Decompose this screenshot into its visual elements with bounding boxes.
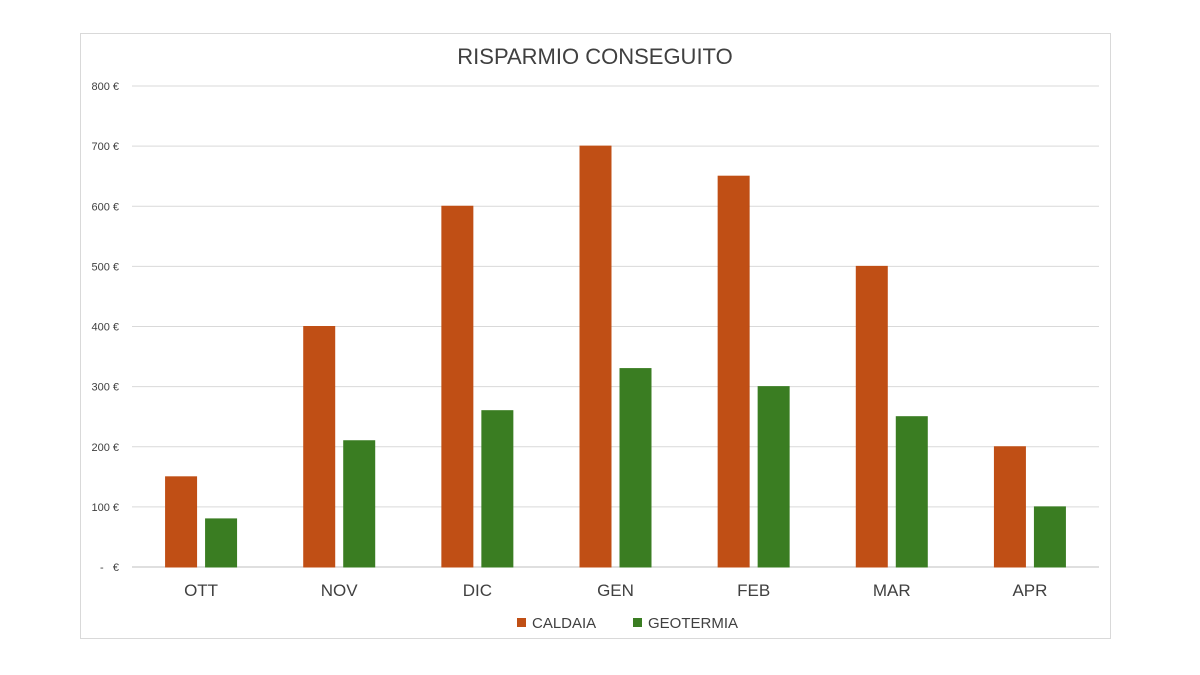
- y-tick-label: 200 €: [91, 442, 119, 454]
- bar-chart: RISPARMIO CONSEGUITO - € 100 € 200 € 300 € 4…: [91, 44, 1099, 632]
- x-tick-label: NOV: [321, 581, 359, 600]
- x-tick-label: DIC: [463, 581, 492, 600]
- bar-caldaia-dic: [441, 205, 474, 568]
- x-axis-ticks: OTT NOV DIC GEN FEB MAR APR: [184, 581, 1047, 600]
- y-tick-label: 800 €: [91, 81, 119, 93]
- bar-caldaia-mar: [855, 265, 888, 568]
- y-tick-label: 600 €: [91, 201, 119, 213]
- gridlines: [132, 85, 1099, 568]
- y-tick-label: 300 €: [91, 382, 119, 394]
- bar-caldaia-gen: [579, 145, 612, 568]
- bar-geotermia-mar: [895, 416, 928, 568]
- legend-label-caldaia: CALDAIA: [532, 615, 596, 632]
- legend-label-geotermia: GEOTERMIA: [648, 615, 738, 632]
- bar-geotermia-nov: [343, 440, 376, 568]
- chart-title: RISPARMIO CONSEGUITO: [457, 44, 732, 69]
- y-tick-label: 700 €: [91, 141, 119, 153]
- y-tick-label: - €: [100, 562, 119, 574]
- x-tick-label: GEN: [597, 581, 634, 600]
- bar-caldaia-feb: [717, 175, 750, 568]
- x-tick-label: APR: [1012, 581, 1047, 600]
- legend-swatch-geotermia: [633, 618, 642, 627]
- bar-caldaia-nov: [303, 326, 336, 568]
- bars: [165, 145, 1066, 568]
- legend: CALDAIA GEOTERMIA: [517, 615, 738, 632]
- bar-caldaia-ott: [165, 476, 198, 568]
- y-tick-label: 500 €: [91, 261, 119, 273]
- y-axis-ticks: - € 100 € 200 € 300 € 400 € 500 € 600 € 700 € 80…: [91, 81, 119, 574]
- x-tick-label: FEB: [737, 581, 770, 600]
- bar-geotermia-dic: [481, 410, 514, 568]
- bar-caldaia-apr: [993, 446, 1026, 568]
- x-tick-label: OTT: [184, 581, 218, 600]
- y-tick-label: 400 €: [91, 322, 119, 334]
- chart-frame: RISPARMIO CONSEGUITO - € 100 € 200 € 300 € 4…: [80, 33, 1111, 639]
- bar-geotermia-feb: [757, 386, 790, 568]
- x-tick-label: MAR: [873, 581, 911, 600]
- y-tick-label: 100 €: [91, 502, 119, 514]
- legend-swatch-caldaia: [517, 618, 526, 627]
- bar-geotermia-apr: [1033, 506, 1066, 568]
- bar-geotermia-gen: [619, 368, 652, 568]
- bar-geotermia-ott: [205, 518, 238, 568]
